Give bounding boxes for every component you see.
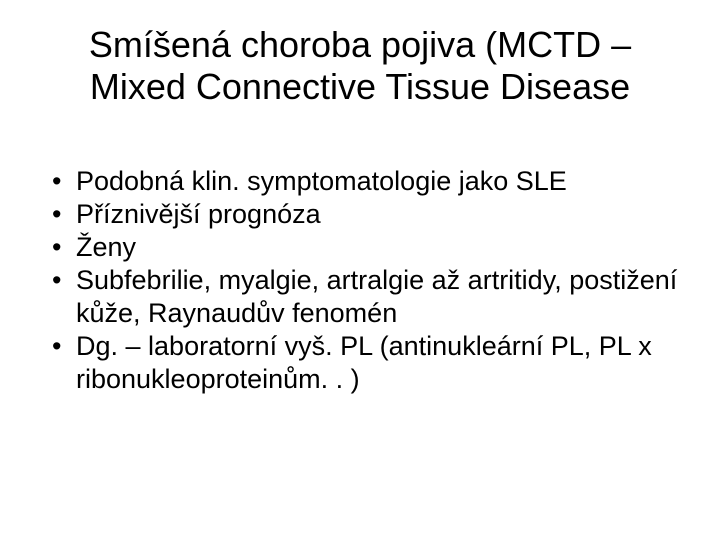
bullet-text: Dg. – laboratorní vyš. PL (antinukleární… [76, 330, 684, 396]
bullet-marker: • [48, 165, 76, 198]
bullet-text: Příznivější prognóza [76, 198, 684, 231]
bullet-marker: • [48, 231, 76, 264]
list-item: • Příznivější prognóza [48, 198, 684, 231]
slide-content: • Podobná klin. symptomatologie jako SLE… [36, 165, 684, 396]
bullet-marker: • [48, 264, 76, 297]
bullet-list: • Podobná klin. symptomatologie jako SLE… [48, 165, 684, 396]
slide: Smíšená choroba pojiva (MCTD – Mixed Con… [0, 0, 720, 540]
slide-title: Smíšená choroba pojiva (MCTD – Mixed Con… [36, 24, 684, 109]
list-item: • Ženy [48, 231, 684, 264]
bullet-marker: • [48, 330, 76, 363]
list-item: • Dg. – laboratorní vyš. PL (antinukleár… [48, 330, 684, 396]
bullet-text: Podobná klin. symptomatologie jako SLE [76, 165, 684, 198]
bullet-marker: • [48, 198, 76, 231]
bullet-text: Subfebrilie, myalgie, artralgie až artri… [76, 264, 684, 330]
bullet-text: Ženy [76, 231, 684, 264]
list-item: • Podobná klin. symptomatologie jako SLE [48, 165, 684, 198]
list-item: • Subfebrilie, myalgie, artralgie až art… [48, 264, 684, 330]
